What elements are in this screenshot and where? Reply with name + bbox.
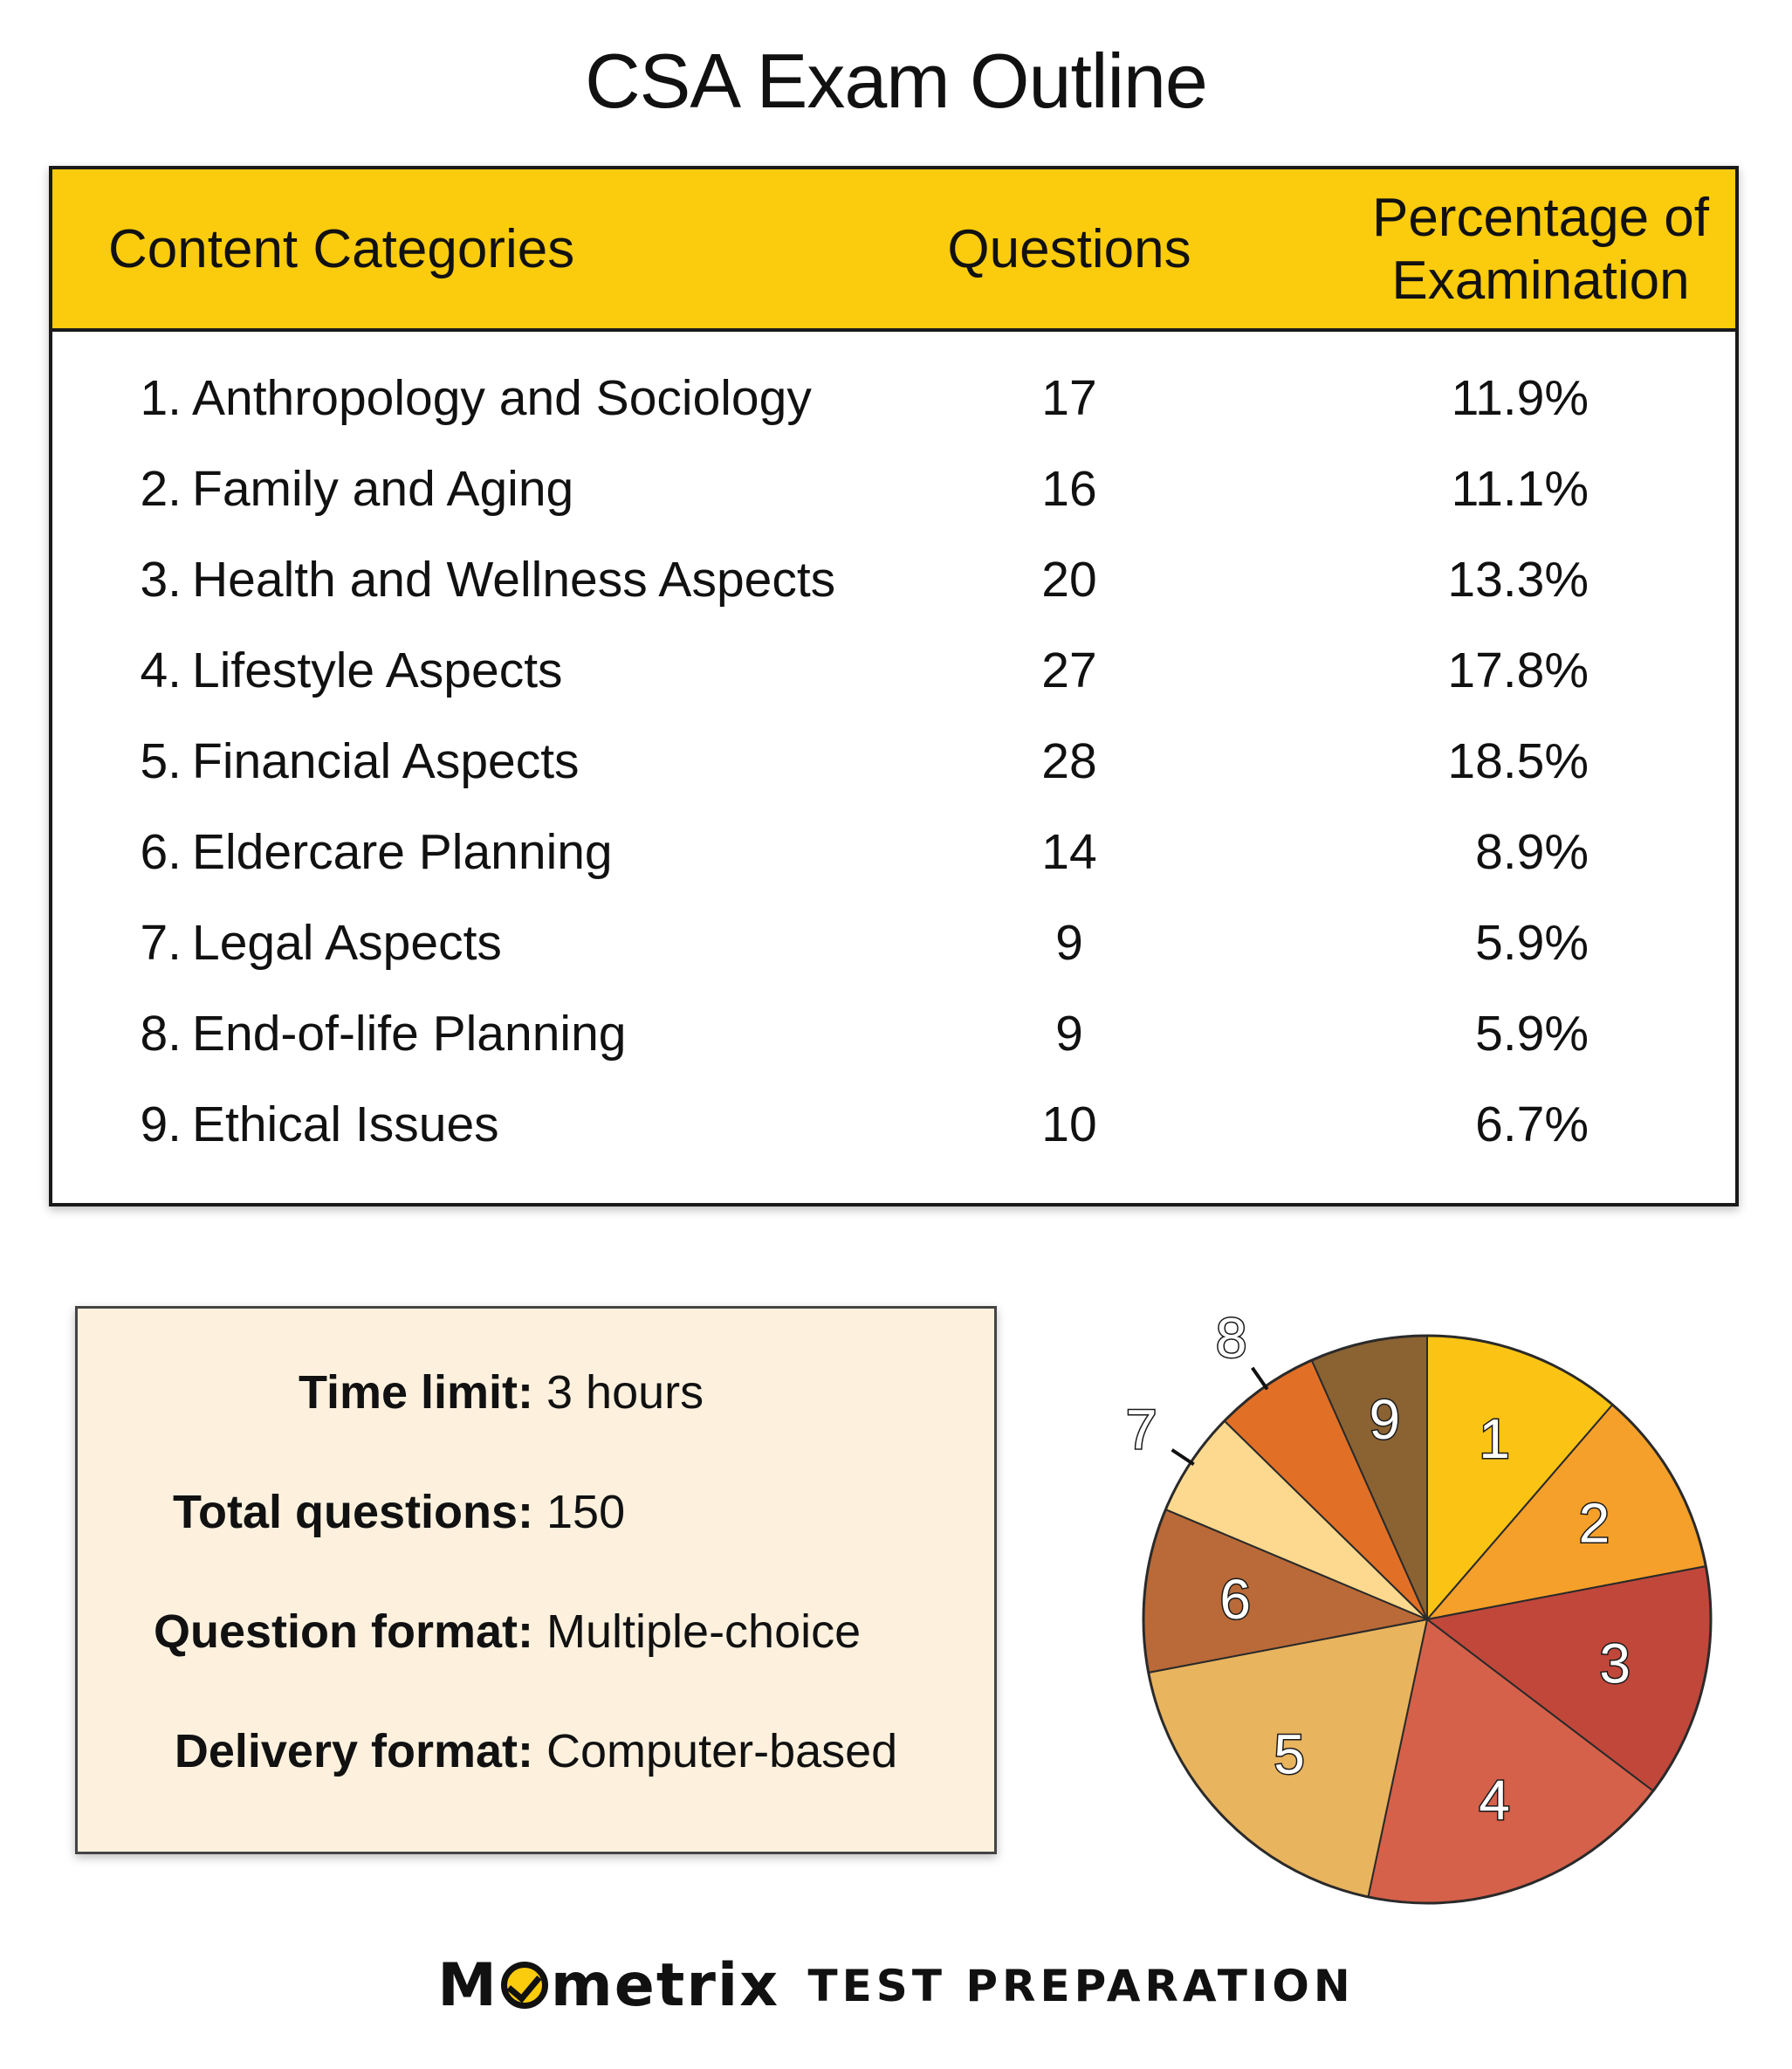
table-row: 1. Anthropology and Sociology 17 11.9% bbox=[52, 353, 1735, 443]
pie-label-4: 4 bbox=[1479, 1769, 1510, 1832]
header-percentage-line2: Examination bbox=[1391, 251, 1690, 311]
table-row: 6. Eldercare Planning 14 8.9% bbox=[52, 807, 1735, 897]
table-row: 7. Legal Aspects 9 5.9% bbox=[52, 897, 1735, 988]
header-questions: Questions bbox=[947, 219, 1191, 279]
row-questions: 17 bbox=[1041, 370, 1097, 426]
header-content-categories: Content Categories bbox=[108, 219, 575, 279]
row-number: 7. bbox=[140, 915, 182, 971]
row-percentage: 17.8% bbox=[1447, 643, 1589, 698]
pie-label-3: 3 bbox=[1599, 1632, 1631, 1694]
row-category: Legal Aspects bbox=[192, 915, 502, 971]
header-percentage-line1: Percentage of bbox=[1371, 188, 1710, 248]
info-label: Delivery format: bbox=[174, 1725, 533, 1777]
row-number: 5. bbox=[140, 733, 182, 789]
row-questions: 27 bbox=[1041, 643, 1097, 698]
pie-leader-line-7 bbox=[1171, 1448, 1195, 1467]
row-category: End-of-life Planning bbox=[192, 1006, 627, 1062]
table-row: 3. Health and Wellness Aspects 20 13.3% bbox=[52, 534, 1735, 625]
pie-label-1: 1 bbox=[1479, 1407, 1510, 1470]
exam-info-box: Time limit: 3 hours Total questions: 150 Que… bbox=[75, 1306, 997, 1854]
row-category: Financial Aspects bbox=[192, 733, 580, 789]
row-questions: 16 bbox=[1041, 461, 1097, 517]
info-label: Question format: bbox=[153, 1605, 533, 1658]
page-title: CSA Exam Outline bbox=[585, 38, 1208, 124]
row-number: 3. bbox=[140, 552, 182, 608]
row-category: Ethical Issues bbox=[192, 1096, 499, 1152]
row-number: 8. bbox=[140, 1006, 182, 1062]
info-row: Time limit: 3 hours bbox=[78, 1358, 994, 1427]
info-label: Total questions: bbox=[173, 1486, 533, 1538]
row-questions: 9 bbox=[1055, 1006, 1083, 1062]
brand-letter-m: M bbox=[437, 1951, 498, 2020]
info-row: Total questions: 150 bbox=[78, 1477, 994, 1547]
pie-label-7: 7 bbox=[1126, 1399, 1157, 1461]
pie-label-5: 5 bbox=[1274, 1723, 1305, 1786]
info-label: Time limit: bbox=[298, 1366, 533, 1419]
exam-outline-table: Content Categories Questions Percentage … bbox=[49, 166, 1739, 1206]
row-percentage: 11.1% bbox=[1451, 461, 1589, 517]
check-circle-icon bbox=[500, 1962, 548, 2009]
table-row: 4. Lifestyle Aspects 27 17.8% bbox=[52, 625, 1735, 716]
row-percentage: 6.7% bbox=[1475, 1096, 1589, 1152]
pie-label-2: 2 bbox=[1579, 1492, 1610, 1555]
row-percentage: 13.3% bbox=[1447, 552, 1589, 608]
row-questions: 9 bbox=[1055, 915, 1083, 971]
row-questions: 14 bbox=[1041, 824, 1097, 880]
row-percentage: 11.9% bbox=[1451, 370, 1589, 426]
row-number: 2. bbox=[140, 461, 182, 517]
row-category: Health and Wellness Aspects bbox=[192, 552, 836, 608]
category-pie-chart: 1 2 3 4 5 6 78 9 bbox=[1126, 1305, 1713, 1905]
row-number: 9. bbox=[140, 1096, 182, 1152]
row-percentage: 8.9% bbox=[1475, 824, 1589, 880]
table-row: 9. Ethical Issues 10 6.7% bbox=[52, 1079, 1735, 1170]
table-row: 8. End-of-life Planning 9 5.9% bbox=[52, 988, 1735, 1079]
row-percentage: 18.5% bbox=[1447, 733, 1589, 789]
row-percentage: 5.9% bbox=[1475, 1006, 1589, 1062]
header-percentage: Percentage of Examination bbox=[1301, 187, 1781, 313]
info-value: 150 bbox=[546, 1486, 626, 1538]
table-row: 2. Family and Aging 16 11.1% bbox=[52, 443, 1735, 534]
info-row: Delivery format: Computer-based bbox=[78, 1716, 994, 1786]
row-number: 1. bbox=[140, 370, 182, 426]
pie-label-8: 8 bbox=[1216, 1306, 1247, 1369]
pie-label-9: 9 bbox=[1370, 1388, 1401, 1451]
brand-rest: metrix bbox=[550, 1951, 780, 2020]
footer-tagline: TEST PREPARATION bbox=[807, 1960, 1355, 2011]
pie-label-6: 6 bbox=[1219, 1568, 1251, 1631]
table-row: 5. Financial Aspects 28 18.5% bbox=[52, 716, 1735, 807]
info-value: Multiple-choice bbox=[546, 1605, 862, 1658]
row-percentage: 5.9% bbox=[1475, 915, 1589, 971]
table-header: Content Categories Questions Percentage … bbox=[52, 169, 1735, 332]
row-category: Anthropology and Sociology bbox=[192, 370, 812, 426]
row-questions: 20 bbox=[1041, 552, 1097, 608]
row-number: 4. bbox=[140, 643, 182, 698]
row-questions: 28 bbox=[1041, 733, 1097, 789]
row-category: Lifestyle Aspects bbox=[192, 643, 563, 698]
row-category: Family and Aging bbox=[192, 461, 574, 517]
row-questions: 10 bbox=[1041, 1096, 1097, 1152]
row-category: Eldercare Planning bbox=[192, 824, 613, 880]
info-row: Question format: Multiple-choice bbox=[78, 1597, 994, 1667]
pie-leader-line-8 bbox=[1251, 1366, 1269, 1391]
info-value: 3 hours bbox=[546, 1366, 704, 1419]
pie-outline bbox=[1142, 1334, 1713, 1905]
row-number: 6. bbox=[140, 824, 182, 880]
info-value: Computer-based bbox=[546, 1725, 898, 1777]
